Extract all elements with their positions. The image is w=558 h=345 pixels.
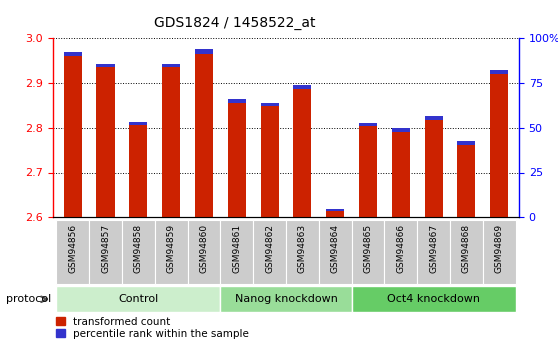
Bar (253, 220, 286, 284)
Bar (162, 63, 180, 67)
Text: GSM94861: GSM94861 (232, 224, 241, 274)
Bar (89, 220, 122, 284)
Bar (450, 220, 483, 284)
Bar (64, 56, 81, 217)
Text: GSM94856: GSM94856 (68, 224, 77, 274)
Bar (286, 220, 319, 284)
Bar (187, 220, 220, 284)
Bar (359, 123, 377, 126)
Bar (490, 74, 508, 217)
Bar (352, 220, 384, 284)
Text: GSM94868: GSM94868 (462, 224, 471, 274)
Text: GSM94859: GSM94859 (167, 224, 176, 274)
Text: Oct4 knockdown: Oct4 knockdown (387, 294, 480, 304)
Bar (129, 125, 147, 217)
Bar (56, 220, 89, 284)
Bar (392, 128, 410, 132)
Bar (392, 132, 410, 217)
Bar (129, 122, 147, 125)
Bar (359, 126, 377, 217)
Bar (162, 67, 180, 217)
Bar (352, 286, 516, 313)
Bar (294, 86, 311, 89)
Bar (220, 286, 352, 313)
Bar (195, 53, 213, 217)
Bar (97, 67, 114, 217)
Bar (195, 49, 213, 54)
Text: protocol: protocol (6, 294, 51, 304)
Bar (261, 102, 278, 106)
Bar (458, 141, 475, 145)
Text: GSM94863: GSM94863 (298, 224, 307, 274)
Text: GSM94860: GSM94860 (199, 224, 209, 274)
Text: Nanog knockdown: Nanog knockdown (234, 294, 338, 304)
Bar (326, 210, 344, 217)
Text: GSM94862: GSM94862 (265, 224, 274, 273)
Bar (417, 220, 450, 284)
Bar (64, 52, 81, 56)
Bar (319, 220, 352, 284)
Text: GDS1824 / 1458522_at: GDS1824 / 1458522_at (153, 16, 315, 30)
Bar (228, 103, 246, 217)
Bar (326, 209, 344, 210)
Text: Control: Control (118, 294, 158, 304)
Bar (384, 220, 417, 284)
Bar (294, 89, 311, 217)
Text: GSM94858: GSM94858 (134, 224, 143, 274)
Bar (458, 145, 475, 217)
Text: GSM94867: GSM94867 (429, 224, 438, 274)
Text: GSM94869: GSM94869 (495, 224, 504, 274)
Text: GSM94865: GSM94865 (363, 224, 373, 274)
Bar (483, 220, 516, 284)
Text: GSM94866: GSM94866 (396, 224, 405, 274)
Legend: transformed count, percentile rank within the sample: transformed count, percentile rank withi… (55, 316, 250, 340)
Bar (220, 220, 253, 284)
Text: GSM94857: GSM94857 (101, 224, 110, 274)
Bar (228, 99, 246, 103)
Bar (122, 220, 155, 284)
Bar (155, 220, 187, 284)
Bar (425, 116, 442, 120)
Bar (97, 63, 114, 67)
Bar (261, 106, 278, 217)
Bar (490, 70, 508, 74)
Text: GSM94864: GSM94864 (331, 224, 340, 273)
Bar (56, 286, 220, 313)
Bar (425, 120, 442, 217)
